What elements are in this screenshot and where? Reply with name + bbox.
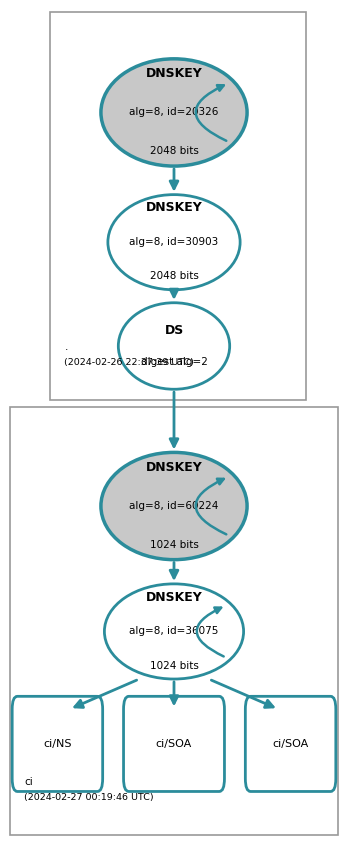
Text: alg=8, id=36075: alg=8, id=36075 bbox=[129, 626, 219, 637]
Ellipse shape bbox=[118, 303, 230, 389]
FancyBboxPatch shape bbox=[12, 696, 103, 791]
Text: 2048 bits: 2048 bits bbox=[150, 272, 198, 281]
Text: ci/SOA: ci/SOA bbox=[156, 739, 192, 749]
Text: (2024-02-27 00:19:46 UTC): (2024-02-27 00:19:46 UTC) bbox=[24, 793, 154, 802]
Ellipse shape bbox=[104, 584, 244, 679]
Text: ci/NS: ci/NS bbox=[43, 739, 72, 749]
Text: ci/SOA: ci/SOA bbox=[272, 739, 309, 749]
FancyBboxPatch shape bbox=[50, 12, 306, 400]
Text: (2024-02-26 22:37:39 UTC): (2024-02-26 22:37:39 UTC) bbox=[64, 358, 194, 367]
Ellipse shape bbox=[101, 452, 247, 560]
Text: 1024 bits: 1024 bits bbox=[150, 661, 198, 670]
Text: .: . bbox=[64, 342, 68, 352]
Text: alg=8, id=60224: alg=8, id=60224 bbox=[129, 501, 219, 511]
Text: DS: DS bbox=[164, 324, 184, 337]
FancyBboxPatch shape bbox=[10, 407, 338, 835]
Ellipse shape bbox=[108, 195, 240, 290]
Text: alg=8, id=20326: alg=8, id=20326 bbox=[129, 107, 219, 118]
Ellipse shape bbox=[101, 59, 247, 166]
FancyBboxPatch shape bbox=[245, 696, 336, 791]
Text: 1024 bits: 1024 bits bbox=[150, 540, 198, 549]
Text: alg=8, id=30903: alg=8, id=30903 bbox=[129, 237, 219, 247]
Text: ci: ci bbox=[24, 777, 33, 787]
Text: 2048 bits: 2048 bits bbox=[150, 146, 198, 156]
Text: DNSKEY: DNSKEY bbox=[145, 202, 203, 215]
Text: DNSKEY: DNSKEY bbox=[145, 461, 203, 474]
Text: digest alg=2: digest alg=2 bbox=[141, 356, 207, 367]
FancyBboxPatch shape bbox=[124, 696, 224, 791]
Text: DNSKEY: DNSKEY bbox=[145, 591, 203, 604]
Text: DNSKEY: DNSKEY bbox=[145, 67, 203, 80]
